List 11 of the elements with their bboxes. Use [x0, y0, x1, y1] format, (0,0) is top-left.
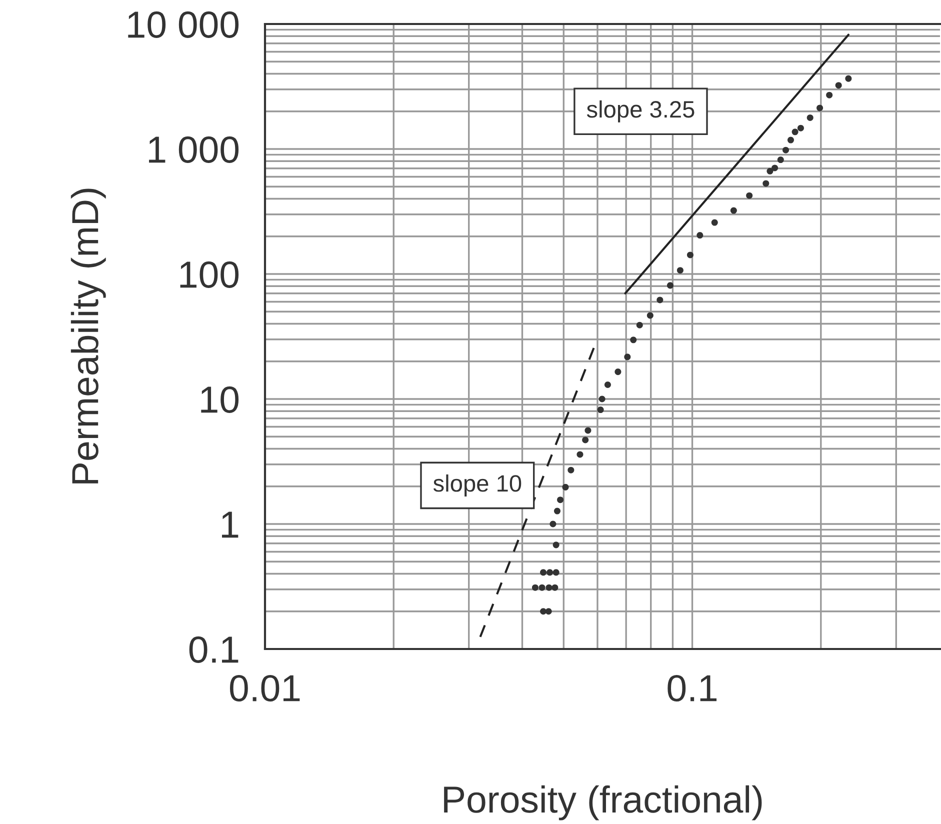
text: slope 3.25	[586, 100, 694, 122]
y-tick-label: 10	[201, 386, 239, 413]
y-tick-label: 1	[222, 512, 238, 538]
y-tick-label: 10 000	[128, 11, 239, 38]
x-tick-label: 0.01	[230, 674, 300, 702]
y-tick-label: 100	[180, 261, 239, 288]
y-tick-label: 0.1	[189, 636, 238, 663]
x-axis-title: Porosity (fractional)	[444, 785, 762, 820]
y-tick-label: 1 000	[149, 136, 239, 163]
series-label: slope 10	[433, 474, 522, 496]
y-axis-title: Permeability (mD)	[70, 188, 106, 484]
